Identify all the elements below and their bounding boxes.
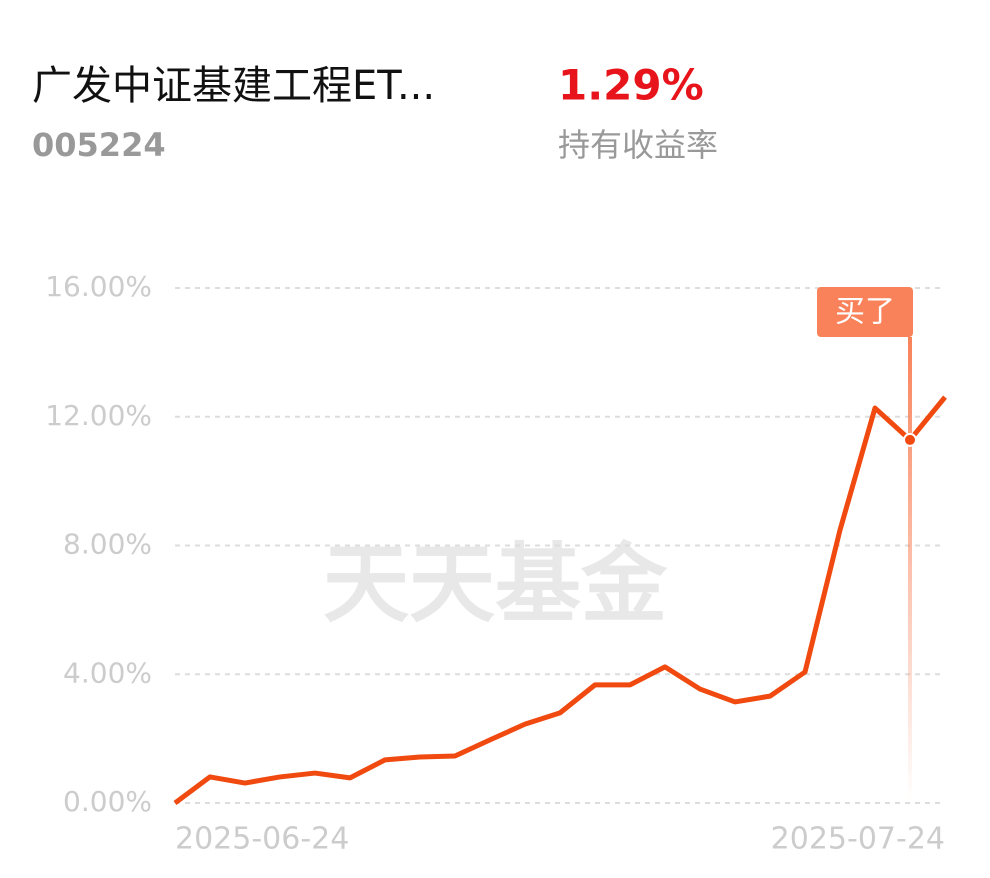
x-tick-label: 2025-07-24 [771,822,945,857]
series-line [173,395,947,806]
y-tick-label: 0.00% [63,785,152,818]
y-tick-label: 12.00% [45,399,152,432]
buy-badge [817,287,913,337]
buy-point [903,432,917,447]
holding-return-label: 持有收益率 [558,126,718,164]
fund-code: 005224 [32,126,166,164]
buy-badge-text: 买了 [835,295,895,330]
x-tick-label: 2025-06-24 [175,822,349,857]
y-tick-label: 8.00% [63,528,152,561]
y-tick-label: 16.00% [45,270,152,303]
y-tick-label: 4.00% [63,656,152,689]
buy-line [908,337,912,803]
fund-title: 广发中证基建工程ET... [32,63,435,109]
holding-return: 1.29% [558,61,704,110]
watermark: 天天基金 [323,534,668,634]
